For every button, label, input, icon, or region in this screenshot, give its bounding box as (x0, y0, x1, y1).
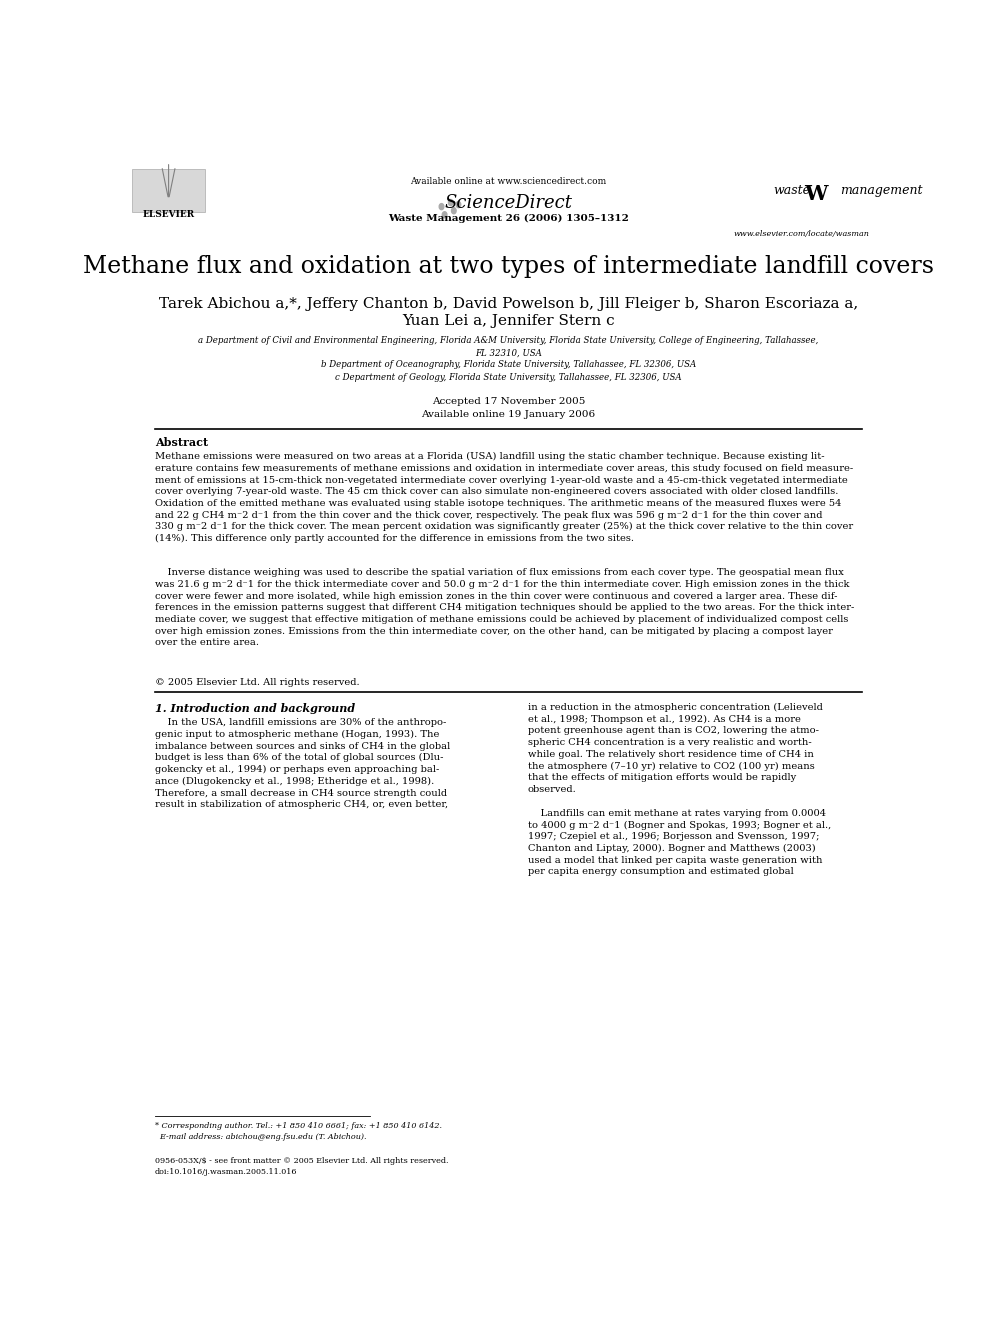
Text: Methane flux and oxidation at two types of intermediate landfill covers: Methane flux and oxidation at two types … (83, 254, 933, 278)
Text: management: management (840, 184, 923, 197)
Text: waste: waste (774, 184, 810, 197)
Text: Abstract: Abstract (155, 437, 208, 448)
Text: Methane emissions were measured on two areas at a Florida (USA) landfill using t: Methane emissions were measured on two a… (155, 452, 853, 544)
Circle shape (451, 208, 456, 214)
Text: 0956-053X/$ - see front matter © 2005 Elsevier Ltd. All rights reserved.
doi:10.: 0956-053X/$ - see front matter © 2005 El… (155, 1158, 448, 1176)
Text: Waste Management 26 (2006) 1305–1312: Waste Management 26 (2006) 1305–1312 (388, 214, 629, 222)
Text: a Department of Civil and Environmental Engineering, Florida A&M University, Flo: a Department of Civil and Environmental … (198, 336, 818, 345)
Text: In the USA, landfill emissions are 30% of the anthropo-
genic input to atmospher: In the USA, landfill emissions are 30% o… (155, 718, 450, 810)
Text: Inverse distance weighing was used to describe the spatial variation of flux emi: Inverse distance weighing was used to de… (155, 569, 854, 647)
Text: in a reduction in the atmospheric concentration (Lelieveld
et al., 1998; Thompso: in a reduction in the atmospheric concen… (528, 703, 822, 794)
Circle shape (456, 201, 460, 208)
Text: Yuan Lei a, Jennifer Stern c: Yuan Lei a, Jennifer Stern c (402, 314, 615, 328)
Text: W: W (805, 184, 827, 204)
Text: ELSEVIER: ELSEVIER (143, 209, 194, 218)
Text: 1. Introduction and background: 1. Introduction and background (155, 703, 355, 713)
Text: b Department of Oceanography, Florida State University, Tallahassee, FL 32306, U: b Department of Oceanography, Florida St… (320, 360, 696, 369)
Text: Landfills can emit methane at rates varying from 0.0004
to 4000 g m⁻2 d⁻1 (Bogne: Landfills can emit methane at rates vary… (528, 808, 831, 876)
Text: * Corresponding author. Tel.: +1 850 410 6661; fax: +1 850 410 6142.
  E-mail ad: * Corresponding author. Tel.: +1 850 410… (155, 1122, 441, 1142)
Text: FL 32310, USA: FL 32310, USA (475, 348, 542, 357)
Text: ScienceDirect: ScienceDirect (444, 194, 572, 213)
Text: Available online at www.sciencedirect.com: Available online at www.sciencedirect.co… (411, 177, 606, 187)
Circle shape (448, 200, 453, 205)
Text: www.elsevier.com/locate/wasman: www.elsevier.com/locate/wasman (734, 230, 870, 238)
Circle shape (442, 212, 446, 218)
Bar (132, 169, 204, 212)
Circle shape (439, 204, 443, 209)
Text: Accepted 17 November 2005
Available online 19 January 2006: Accepted 17 November 2005 Available onli… (422, 397, 595, 419)
Text: c Department of Geology, Florida State University, Tallahassee, FL 32306, USA: c Department of Geology, Florida State U… (335, 373, 682, 382)
Text: © 2005 Elsevier Ltd. All rights reserved.: © 2005 Elsevier Ltd. All rights reserved… (155, 679, 359, 688)
Text: Tarek Abichou a,*, Jeffery Chanton b, David Powelson b, Jill Fleiger b, Sharon E: Tarek Abichou a,*, Jeffery Chanton b, Da… (159, 298, 858, 311)
